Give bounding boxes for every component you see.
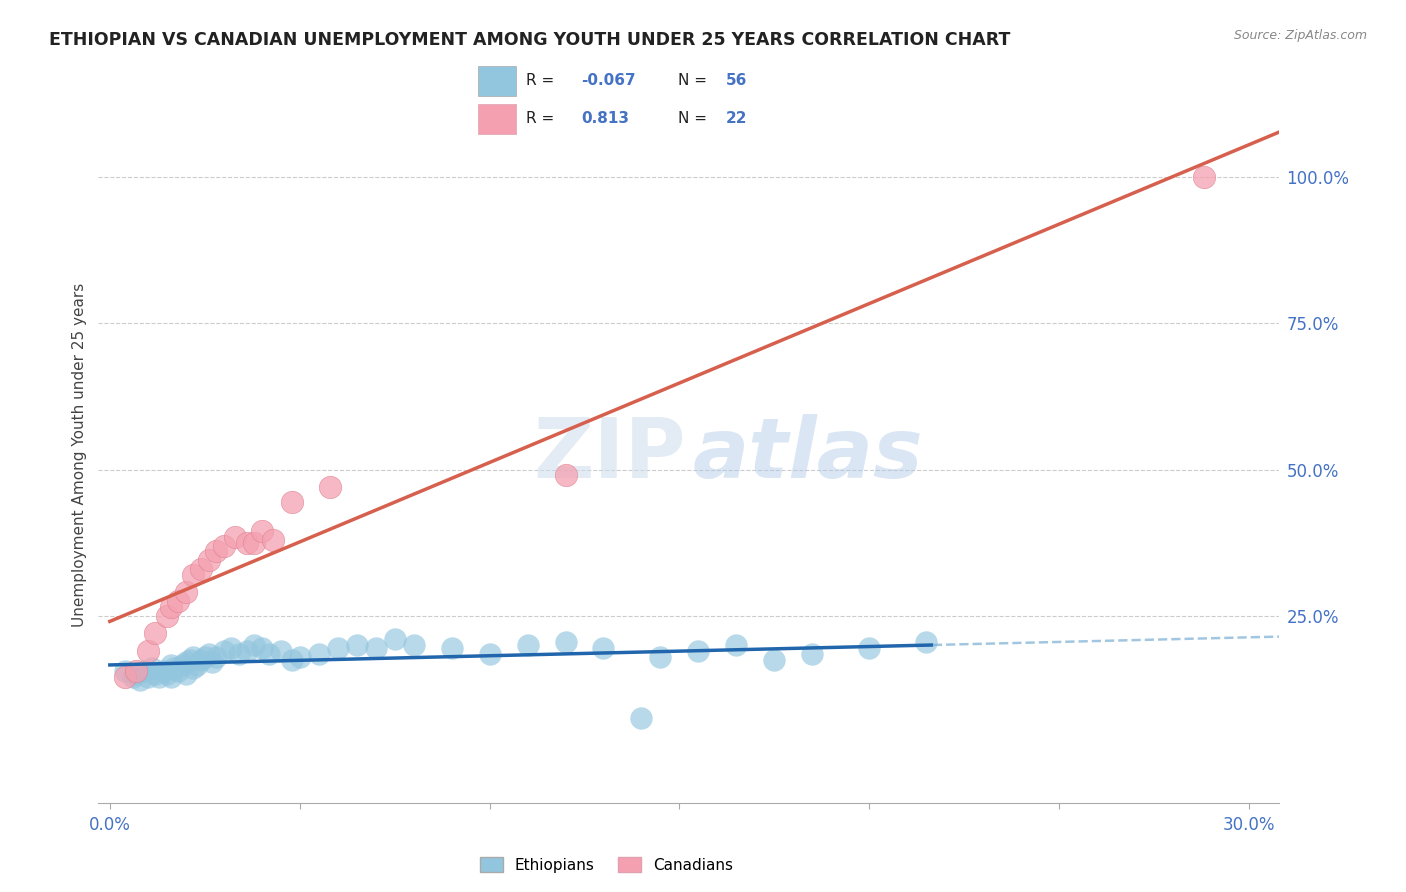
Point (326, 640, 349, 655)
Point (235, 535, 257, 549)
Point (235, 644, 257, 658)
Point (183, 567, 205, 582)
Point (186, 658, 208, 673)
Text: R =: R = (526, 73, 560, 88)
Point (384, 632, 406, 646)
Point (630, 711, 652, 725)
Point (174, 585, 197, 599)
Point (688, 644, 710, 658)
Point (167, 594, 190, 608)
Point (121, 670, 143, 684)
Point (915, 635, 938, 649)
Text: N =: N = (678, 73, 711, 88)
Point (270, 644, 292, 658)
Point (170, 658, 193, 673)
Text: atlas: atlas (693, 415, 924, 495)
Point (183, 661, 205, 675)
FancyBboxPatch shape (478, 66, 516, 96)
Point (145, 667, 167, 681)
Point (440, 640, 463, 655)
Point (114, 665, 136, 679)
Text: ZIP: ZIP (533, 415, 685, 495)
Point (243, 535, 266, 549)
Point (125, 667, 148, 681)
Point (136, 670, 159, 684)
Point (183, 649, 205, 664)
Point (1192, 170, 1215, 185)
Point (281, 494, 304, 508)
Point (250, 640, 273, 655)
Point (725, 638, 748, 652)
Y-axis label: Unemployment Among Youth under 25 years: Unemployment Among Youth under 25 years (72, 283, 87, 627)
Point (364, 640, 387, 655)
Point (592, 640, 614, 655)
Point (228, 647, 250, 661)
Point (346, 638, 368, 652)
Point (319, 480, 342, 494)
Point (132, 665, 155, 679)
Point (148, 670, 170, 684)
Point (136, 644, 159, 658)
Point (201, 656, 224, 670)
Point (288, 649, 311, 664)
Point (801, 647, 824, 661)
Point (250, 524, 273, 538)
Point (205, 544, 228, 558)
Point (190, 652, 212, 666)
Point (205, 649, 228, 664)
Point (174, 656, 197, 670)
Point (159, 658, 181, 673)
FancyBboxPatch shape (478, 103, 516, 134)
Point (478, 647, 501, 661)
Point (212, 644, 235, 658)
Text: N =: N = (678, 112, 711, 127)
Point (190, 562, 212, 576)
Text: 56: 56 (725, 73, 748, 88)
Text: ETHIOPIAN VS CANADIAN UNEMPLOYMENT AMONG YOUTH UNDER 25 YEARS CORRELATION CHART: ETHIOPIAN VS CANADIAN UNEMPLOYMENT AMONG… (49, 31, 1011, 49)
Point (141, 661, 163, 675)
Point (114, 670, 136, 684)
Point (221, 640, 243, 655)
Point (197, 647, 219, 661)
Point (212, 539, 235, 553)
Point (167, 665, 190, 679)
Point (858, 640, 880, 655)
Point (402, 638, 425, 652)
Point (197, 553, 219, 567)
Point (194, 649, 217, 664)
Point (308, 647, 330, 661)
Text: 0.813: 0.813 (581, 112, 630, 127)
Text: R =: R = (526, 112, 560, 127)
Point (281, 652, 304, 666)
Point (156, 608, 179, 623)
Point (554, 468, 576, 483)
Point (152, 665, 174, 679)
Point (163, 661, 186, 675)
Point (125, 665, 148, 679)
Point (650, 649, 672, 664)
Text: 30.0%: 30.0% (1223, 815, 1275, 834)
Legend: Ethiopians, Canadians: Ethiopians, Canadians (474, 850, 740, 879)
Text: 22: 22 (725, 112, 748, 127)
Point (554, 635, 576, 649)
Point (243, 638, 266, 652)
Point (145, 626, 167, 640)
Point (159, 599, 181, 614)
Text: -0.067: -0.067 (581, 73, 636, 88)
Point (159, 670, 181, 684)
Point (156, 667, 179, 681)
Text: 0.0%: 0.0% (89, 815, 131, 834)
Point (129, 673, 152, 687)
Point (259, 647, 281, 661)
Point (174, 667, 197, 681)
Text: Source: ZipAtlas.com: Source: ZipAtlas.com (1233, 29, 1367, 42)
Point (224, 530, 246, 544)
Point (262, 533, 284, 547)
Point (179, 652, 201, 666)
Point (516, 638, 538, 652)
Point (763, 652, 786, 666)
